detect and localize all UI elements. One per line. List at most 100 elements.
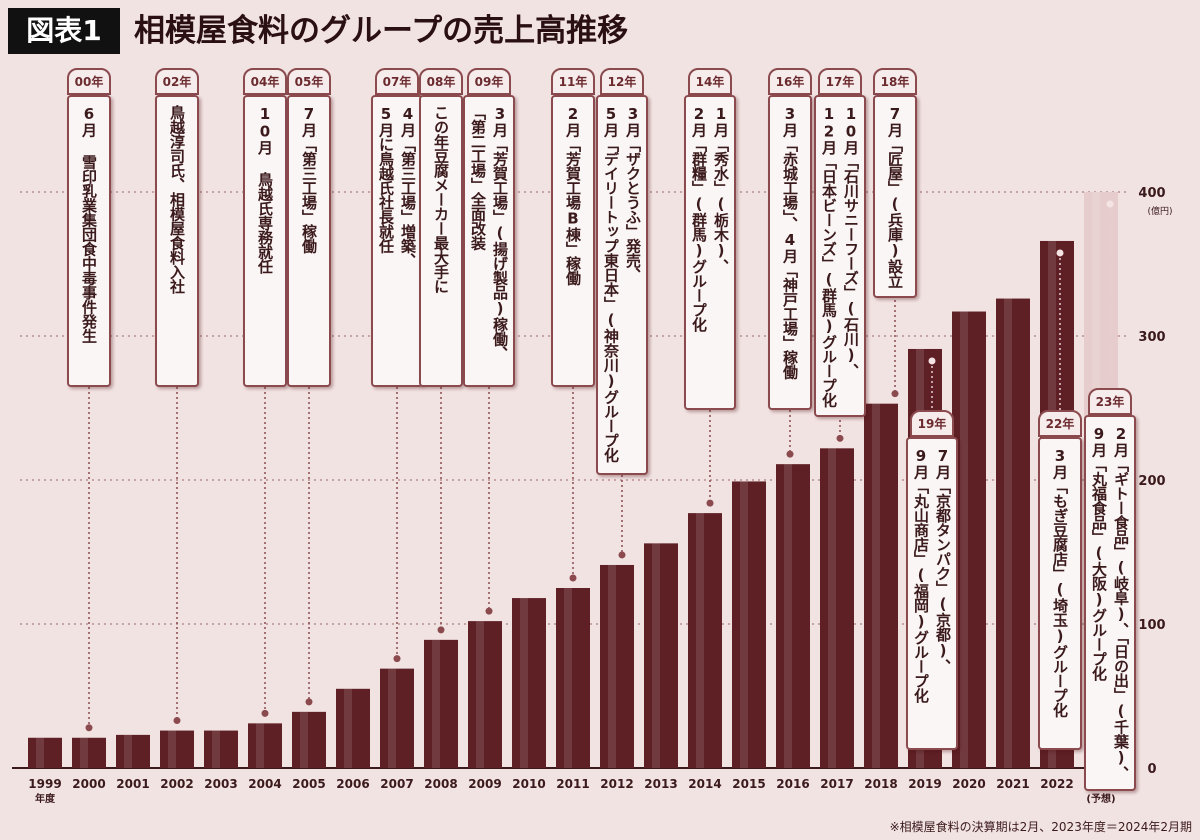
bar-highlight [872,403,880,768]
annotation-year: 18年 [873,68,917,95]
connector-dot [618,551,626,559]
x-tick-label: 2006 [336,777,369,791]
annotation-box: 10月「石川サニーフーズ」(石川)、 12月「日本ビーンズ」(群馬)グループ化 [814,95,866,417]
annotation-box: 3月「もぎ豆腐店」(埼玉)グループ化 [1038,437,1082,750]
connector-dot [1056,249,1064,257]
annotation-line: 3月「もぎ豆腐店」(埼玉)グループ化 [1051,447,1069,717]
annotation-text: この年豆腐メーカー最大手に [430,105,452,377]
annotation-line: 3月「芳賀工場」(揚げ製品)稼働、 [491,105,509,361]
annotation-year: 02年 [155,68,199,95]
annotation-line: 1月「秀水」(栃木)、 [712,105,730,274]
connector-dot [173,717,181,725]
annotation-text: 3月「ザクとうふ」発売、 5月「デイリートップ東日本」(神奈川)グループ化 [600,105,644,465]
x-tick-label: 2022 [1040,777,1073,791]
connector-dot [485,607,493,615]
bar [776,464,810,768]
annotation: 23年 2月「ギトー食品」(岐阜)、「日の出」(千葉)、 9月「丸福食品」(大阪)グ… [1084,388,1136,791]
connector-dot [261,709,269,717]
annotation-year: 12年 [600,68,644,95]
annotation: 09年 3月「芳賀工場」(揚げ製品)稼働、 「第二工場」全面改装 [463,68,515,387]
annotation-line: この年豆腐メーカー最大手に [432,105,450,294]
annotation-year: 05年 [287,68,331,95]
annotation-line: 5月「デイリートップ東日本」(神奈川)グループ化 [602,105,620,462]
annotation-box: 10月 鳥越氏専務就任 [243,95,287,387]
annotation-text: 3月「芳賀工場」(揚げ製品)稼働、 「第二工場」全面改装 [467,105,511,377]
x-tick-label: 2014 [688,777,721,791]
annotation: 02年鳥越淳司氏、相模屋食料入社 [155,68,199,387]
annotation-line: 3月「ザクとうふ」発売、 [624,105,642,282]
annotation-line: 7月「匠屋」(兵庫)設立 [886,105,904,288]
footnote: ※相模屋食料の決算期は2月、2023年度＝2024年2月期 [889,820,1192,834]
annotation: 12年 3月「ザクとうふ」発売、 5月「デイリートップ東日本」(神奈川)グループ化 [596,68,648,475]
connector-dot [928,357,936,365]
bar [864,403,898,768]
annotation-box: 3月「芳賀工場」(揚げ製品)稼働、 「第二工場」全面改装 [463,95,515,387]
annotation-line: 2月「群糧」(群馬)グループ化 [690,105,708,332]
bar [512,598,546,768]
annotation-box: 鳥越淳司氏、相模屋食料入社 [155,95,199,387]
x-tick-label: 2012 [600,777,633,791]
bar [732,481,766,768]
annotation-year: 04年 [243,68,287,95]
bar-highlight [168,730,176,768]
annotation-text: 7月「匠屋」(兵庫)設立 [884,105,906,288]
x-tick-label: 1999 [28,777,61,791]
bar-highlight [652,543,660,768]
annotation-year: 16年 [768,68,812,95]
bar-highlight [432,639,440,768]
connector-dot [305,698,313,706]
annotation-line: 9月「丸福食品」(大阪)グループ化 [1090,425,1108,681]
annotation-line: 9月「丸山商店」(福岡)グループ化 [912,447,930,703]
annotation-line: 4月「第三工場」増築、 [399,105,417,268]
x-tick-label: 2021 [996,777,1029,791]
annotation-text: 3月「赤城工場」、4月「神戸工場」稼働 [779,105,801,400]
connector-dot [393,655,401,663]
bar-highlight [520,598,528,768]
annotation: 07年 4月「第三工場」増築、 5月に鳥越氏社長就任 [371,68,423,387]
bar [820,448,854,768]
connector-dot [786,450,794,458]
annotation-box: 7月「第三工場」稼働 [287,95,331,387]
annotation-text: 10月 鳥越氏専務就任 [254,105,276,377]
annotation-line: 10月 鳥越氏専務就任 [256,105,274,274]
annotation-year: 17年 [818,68,862,95]
annotation: 08年 この年豆腐メーカー最大手に [419,68,463,387]
bar-highlight [80,737,88,768]
annotation: 22年 3月「もぎ豆腐店」(埼玉)グループ化 [1038,410,1082,750]
bar-highlight [608,564,616,768]
annotation-text: 鳥越淳司氏、相模屋食料入社 [166,105,188,377]
annotation-year: 07年 [375,68,419,95]
annotation-text: 2月「ギトー食品」(岐阜)、「日の出」(千葉)、 9月「丸福食品」(大阪)グループ… [1088,425,1132,781]
connector-dot [891,390,899,398]
annotation-line: 6月 雪印乳業集団食中毒事件発生 [80,105,98,343]
annotation-box: 2月「芳賀工場B棟」稼働 [551,95,595,387]
connector-dot [569,574,577,582]
bar-highlight [828,448,836,768]
bar-highlight [696,513,704,768]
annotation-year: 22年 [1038,410,1082,437]
annotation-year: 09年 [467,68,511,95]
annotation: 04年 10月 鳥越氏専務就任 [243,68,287,387]
bar [72,737,106,768]
bar [336,688,370,768]
annotation-box: 7月「京都タンパク」(京都)、 9月「丸山商店」(福岡)グループ化 [906,437,958,750]
x-tick-label: 2011 [556,777,589,791]
annotation: 05年 7月「第三工場」稼働 [287,68,331,387]
annotation-text: 7月「第三工場」稼働 [298,105,320,377]
bar-highlight [564,588,572,768]
bar-highlight [388,668,396,768]
annotation: 18年 7月「匠屋」(兵庫)設立 [873,68,917,298]
bar [204,730,238,768]
annotation-box: 6月 雪印乳業集団食中毒事件発生 [67,95,111,387]
bar [160,730,194,768]
x-tick-label: 2009 [468,777,501,791]
chart-title: 相模屋食料のグループの売上高推移 [134,13,629,49]
x-tick-label: 2015 [732,777,765,791]
annotation: 17年 10月「石川サニーフーズ」(石川)、 12月「日本ビーンズ」(群馬)グループ… [814,68,866,417]
bar-highlight [960,311,968,768]
annotation-box: 7月「匠屋」(兵庫)設立 [873,95,917,298]
annotation: 16年 3月「赤城工場」、4月「神戸工場」稼働 [768,68,812,410]
annotation-box: 3月「赤城工場」、4月「神戸工場」稼働 [768,95,812,410]
annotation: 11年 2月「芳賀工場B棟」稼働 [551,68,595,387]
